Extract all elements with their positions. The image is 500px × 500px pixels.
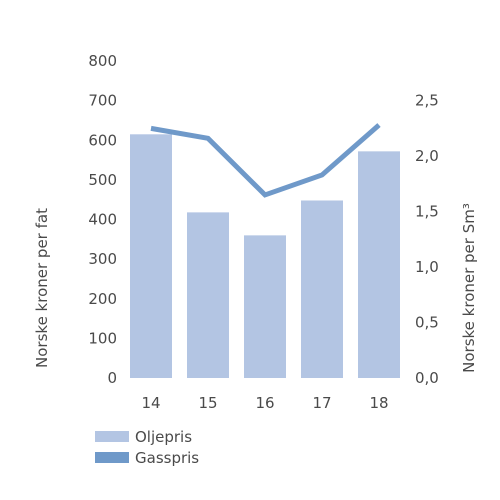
x-axis-ticks: 14 15 16 17 18 [141, 394, 388, 412]
y-left-tick-label: 700 [88, 92, 117, 110]
y-right-tick-label: 1,5 [415, 203, 439, 221]
bar-series-oljepris [130, 134, 400, 378]
bar-15 [187, 212, 229, 378]
legend-swatch-gasspris [95, 452, 129, 463]
x-tick-label: 16 [255, 394, 274, 412]
y-right-tick-label: 1,0 [415, 258, 439, 276]
y-right-tick-label: 0,0 [415, 369, 439, 387]
legend-swatch-oljepris [95, 431, 129, 442]
bar-18 [358, 151, 400, 378]
y-axis-right-title: Norske kroner per Sm³ [460, 203, 478, 373]
y-left-tick-label: 800 [88, 52, 117, 70]
y-axis-left-ticks: 0 100 200 300 400 500 600 700 800 [88, 52, 117, 387]
y-left-tick-label: 400 [88, 211, 117, 229]
legend-label-oljepris: Oljepris [135, 428, 192, 446]
bar-16 [244, 235, 286, 378]
y-left-tick-label: 100 [88, 329, 117, 347]
y-left-tick-label: 0 [107, 369, 117, 387]
x-tick-label: 17 [312, 394, 331, 412]
bar-14 [130, 134, 172, 378]
y-left-tick-label: 200 [88, 290, 117, 308]
bar-17 [301, 200, 343, 378]
y-axis-left-title: Norske kroner per fat [33, 208, 51, 368]
legend-label-gasspris: Gasspris [135, 449, 199, 467]
y-left-tick-label: 500 [88, 171, 117, 189]
y-axis-right-ticks: 0,0 0,5 1,0 1,5 2,0 2,5 [415, 92, 439, 387]
y-right-tick-label: 0,5 [415, 314, 439, 332]
legend: Oljepris Gasspris [95, 428, 199, 467]
x-tick-label: 14 [141, 394, 160, 412]
line-series-gasspris [150, 123, 381, 198]
x-tick-label: 18 [369, 394, 388, 412]
y-right-tick-label: 2,5 [415, 92, 439, 110]
gasspris-line [150, 123, 381, 198]
y-left-tick-label: 300 [88, 250, 117, 268]
y-left-tick-label: 600 [88, 131, 117, 149]
y-right-tick-label: 2,0 [415, 147, 439, 165]
x-tick-label: 15 [198, 394, 217, 412]
